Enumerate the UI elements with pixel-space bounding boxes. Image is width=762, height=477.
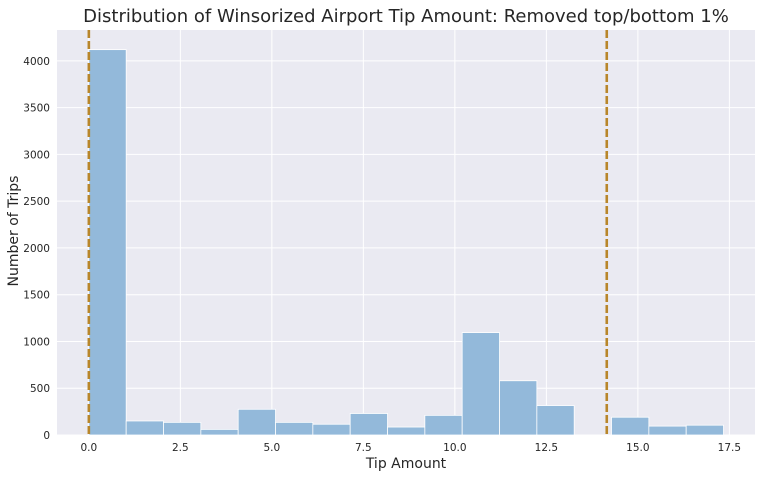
y-tick-label: 2000 (23, 243, 50, 255)
x-tick-label: 10.0 (443, 442, 466, 454)
histogram-bar (125, 420, 164, 436)
y-tick-label: 0 (43, 430, 50, 442)
histogram-bar (685, 424, 724, 436)
y-tick-label: 1500 (23, 290, 50, 302)
x-tick-label: 2.5 (172, 442, 189, 454)
x-tick-label: 12.5 (535, 442, 558, 454)
x-axis-label: Tip Amount (365, 456, 447, 472)
x-axis-ticks: 0.0 2.5 5.0 7.5 10.0 12.5 15.0 17.5 (80, 442, 741, 454)
y-tick-label: 3500 (23, 103, 50, 115)
histogram-bar (237, 408, 276, 436)
x-tick-label: 17.5 (718, 442, 741, 454)
histogram-bar (163, 421, 202, 436)
histogram-bar (648, 425, 687, 436)
y-axis-ticks: 0 500 1000 1500 2000 2500 3000 3500 4000 (23, 56, 50, 442)
chart-title: Distribution of Winsorized Airport Tip A… (83, 6, 729, 27)
histogram-bar (275, 421, 314, 436)
x-tick-label: 5.0 (264, 442, 281, 454)
histogram-bar (387, 426, 426, 436)
y-tick-label: 4000 (23, 56, 50, 68)
histogram-bar (200, 428, 239, 436)
histogram-bar (349, 413, 388, 436)
threshold-lines (87, 30, 609, 435)
y-tick-label: 1000 (23, 336, 50, 348)
y-tick-label: 3000 (23, 149, 50, 161)
y-axis-label: Number of Trips (6, 176, 22, 287)
plot-area (57, 30, 755, 435)
histogram-bar (88, 49, 127, 436)
histogram-bar (536, 405, 575, 436)
histogram-bar (424, 414, 463, 436)
histogram-bar (499, 380, 538, 436)
y-tick-label: 2500 (23, 196, 50, 208)
bars (88, 49, 724, 436)
x-tick-label: 15.0 (626, 442, 649, 454)
x-tick-label: 0.0 (80, 442, 97, 454)
x-tick-label: 7.5 (355, 442, 372, 454)
histogram-bar (461, 332, 500, 436)
grid-lines (57, 30, 755, 436)
histogram-bar (312, 423, 351, 436)
histogram-bar (611, 416, 650, 436)
y-tick-label: 500 (30, 383, 50, 395)
